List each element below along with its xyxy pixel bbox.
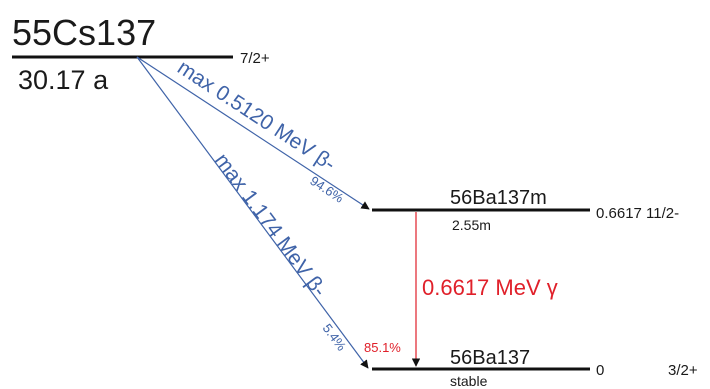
metastable-half-life-label: 2.55m — [452, 217, 491, 233]
metastable-energy-spin-label: 0.6617 11/2- — [596, 205, 679, 222]
beta-transition-arrow-1 — [136, 56, 370, 210]
ground-spin-parity-label: 3/2+ — [668, 362, 698, 379]
ground-state-label: stable — [450, 373, 488, 389]
beta-branching-label-1: 94.6% — [307, 173, 346, 206]
gamma-intensity-label: 85.1% — [364, 340, 401, 355]
beta-transition-label-1: max 0.5120 MeV β- — [173, 56, 339, 176]
ground-nuclide-label: 56Ba137 — [450, 347, 530, 369]
beta-transition-arrow-2 — [136, 56, 369, 369]
ground-energy-label: 0 — [596, 362, 604, 379]
beta-branching-label-2: 5.4% — [320, 321, 350, 354]
gamma-transition-label: 0.6617 MeV γ — [422, 275, 558, 300]
parent-spin-parity-label: 7/2+ — [240, 50, 270, 67]
metastable-nuclide-label: 56Ba137m — [450, 187, 547, 209]
parent-half-life-label: 30.17 a — [18, 65, 109, 95]
parent-nuclide-label: 55Cs137 — [12, 12, 156, 53]
